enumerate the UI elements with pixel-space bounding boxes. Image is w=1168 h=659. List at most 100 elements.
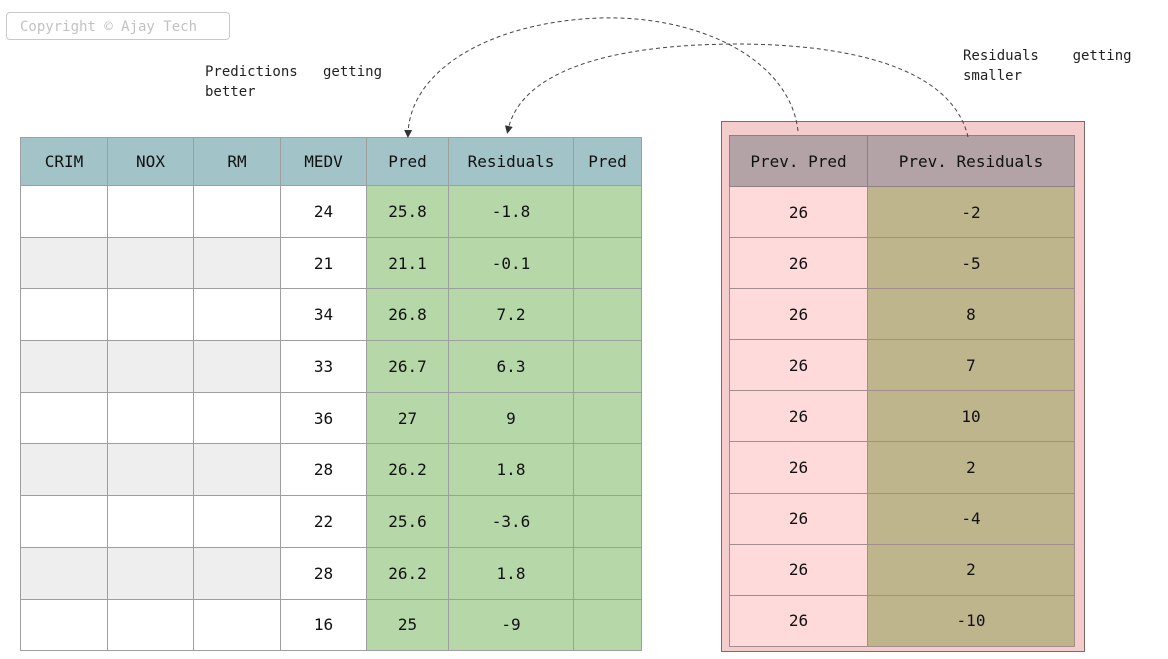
header-pred: Pred — [366, 137, 449, 186]
medv-cell: 34 — [280, 288, 367, 342]
main-table-row: 22 25.6 -3.6 — [20, 495, 642, 548]
header-residuals: Residuals — [448, 137, 574, 186]
prev-pred-cell: 26 — [729, 390, 868, 443]
medv-cell: 21 — [280, 236, 367, 290]
main-table-row: 28 26.2 1.8 — [20, 546, 642, 600]
residual-cell: 1.8 — [448, 443, 574, 497]
medv-cell: 36 — [280, 391, 367, 445]
prev-table-row: 26 -2 — [729, 185, 1075, 239]
new-pred-cell — [573, 495, 642, 548]
medv-cell: 28 — [280, 546, 367, 600]
rm-cell — [193, 340, 281, 393]
main-table-row: 34 26.8 7.2 — [20, 288, 642, 342]
residual-cell: -3.6 — [448, 495, 574, 548]
header-new-pred: Pred — [573, 137, 642, 186]
header-medv: MEDV — [280, 137, 367, 186]
rm-cell — [193, 391, 281, 445]
nox-cell — [107, 443, 194, 497]
prev-residual-cell: 8 — [867, 288, 1075, 341]
medv-cell: 22 — [280, 495, 367, 548]
new-pred-cell — [573, 185, 642, 238]
prev-table-row: 26 10 — [729, 390, 1075, 443]
prev-pred-cell: 26 — [729, 185, 868, 239]
main-table-header-row: CRIM NOX RM MEDV Pred Residuals Pred — [20, 137, 642, 186]
medv-cell: 16 — [280, 598, 367, 652]
prev-residuals-to-residuals-arrow — [504, 43, 969, 138]
new-pred-cell — [573, 443, 642, 497]
main-table-row: 36 27 9 — [20, 391, 642, 445]
residual-cell: -0.1 — [448, 236, 574, 290]
header-prev-pred: Prev. Pred — [729, 135, 868, 187]
main-table-row: 16 25 -9 — [20, 598, 642, 652]
nox-cell — [107, 288, 194, 342]
residuals-annotation: Residuals getting smaller — [963, 48, 1132, 84]
crim-cell — [20, 236, 108, 290]
prev-pred-cell: 26 — [729, 492, 868, 545]
nox-cell — [107, 598, 194, 652]
main-table-row: 28 26.2 1.8 — [20, 443, 642, 497]
nox-cell — [107, 546, 194, 600]
header-crim: CRIM — [20, 137, 108, 186]
predictions-annotation: Predictions getting better — [205, 64, 383, 100]
pred-cell: 26.2 — [366, 546, 449, 600]
residual-cell: 6.3 — [448, 340, 574, 393]
header-prev-residuals: Prev. Residuals — [867, 135, 1075, 187]
main-table-row: 24 25.8 -1.8 — [20, 185, 642, 238]
prev-residual-cell: -10 — [867, 594, 1075, 647]
crim-cell — [20, 185, 108, 238]
crim-cell — [20, 288, 108, 342]
crim-cell — [20, 340, 108, 393]
crim-cell — [20, 546, 108, 600]
nox-cell — [107, 185, 194, 238]
rm-cell — [193, 598, 281, 652]
prev-table-row: 26 8 — [729, 288, 1075, 341]
prev-table-row: 26 -4 — [729, 492, 1075, 545]
new-pred-cell — [573, 340, 642, 393]
copyright-label: Copyright © Ajay Tech — [6, 12, 230, 40]
nox-cell — [107, 495, 194, 548]
prev-pred-cell: 26 — [729, 441, 868, 494]
residual-cell: 1.8 — [448, 546, 574, 600]
medv-cell: 33 — [280, 340, 367, 393]
rm-cell — [193, 546, 281, 600]
new-pred-cell — [573, 598, 642, 652]
header-rm: RM — [193, 137, 281, 186]
prev-table-row: 26 -10 — [729, 594, 1075, 647]
prev-residual-cell: -4 — [867, 492, 1075, 545]
prev-residual-cell: -5 — [867, 237, 1075, 290]
rm-cell — [193, 185, 281, 238]
prev-pred-cell: 26 — [729, 288, 868, 341]
rm-cell — [193, 236, 281, 290]
pred-cell: 26.8 — [366, 288, 449, 342]
new-pred-cell — [573, 236, 642, 290]
crim-cell — [20, 598, 108, 652]
prev-pred-cell: 26 — [729, 237, 868, 290]
prev-residual-cell: 7 — [867, 339, 1075, 392]
pred-cell: 25 — [366, 598, 449, 652]
pred-cell: 25.6 — [366, 495, 449, 548]
crim-cell — [20, 443, 108, 497]
prev-table-row: 26 -5 — [729, 237, 1075, 290]
residual-cell: 9 — [448, 391, 574, 445]
prev-pred-cell: 26 — [729, 594, 868, 647]
prev-residual-cell: -2 — [867, 185, 1075, 239]
rm-cell — [193, 288, 281, 342]
residual-cell: -9 — [448, 598, 574, 652]
prev-residual-cell: 2 — [867, 543, 1075, 596]
prev-table-row: 26 2 — [729, 441, 1075, 494]
prev-residual-cell: 10 — [867, 390, 1075, 443]
new-pred-cell — [573, 288, 642, 342]
pred-cell: 25.8 — [366, 185, 449, 238]
main-table: CRIM NOX RM MEDV Pred Residuals Pred 24 2… — [20, 137, 642, 652]
prev-pred-to-pred-arrow — [404, 17, 799, 138]
rm-cell — [193, 443, 281, 497]
header-nox: NOX — [107, 137, 194, 186]
pred-cell: 21.1 — [366, 236, 449, 290]
crim-cell — [20, 495, 108, 548]
previous-iteration-table: Prev. Pred Prev. Residuals 26 -2 26 -5 26 8 26… — [729, 135, 1075, 647]
main-table-row: 21 21.1 -0.1 — [20, 236, 642, 290]
pred-cell: 27 — [366, 391, 449, 445]
pred-cell: 26.2 — [366, 443, 449, 497]
medv-cell: 24 — [280, 185, 367, 238]
